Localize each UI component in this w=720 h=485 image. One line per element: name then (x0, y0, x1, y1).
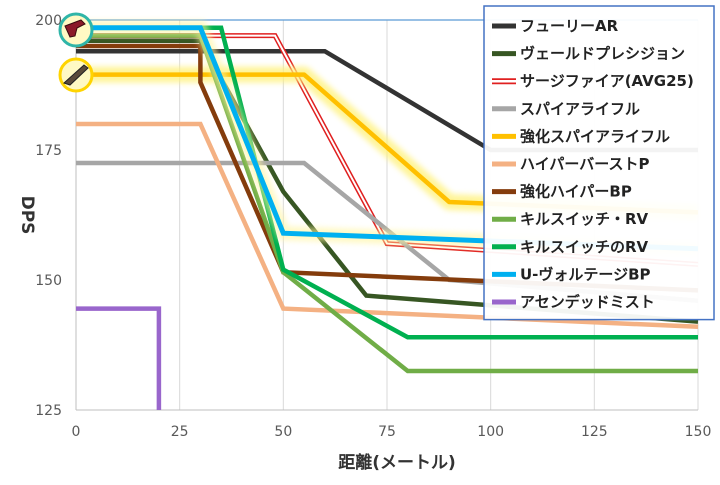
legend-box (483, 5, 715, 321)
x-axis-title: 距離(メートル) (338, 452, 456, 473)
smg-weapon-icon (58, 12, 94, 48)
y-tick-label: 150 (35, 273, 62, 289)
x-tick-label: 150 (685, 424, 712, 440)
legend-entry: サージファイア(AVG25) (492, 72, 694, 90)
legend-label: サージファイア(AVG25) (520, 72, 694, 90)
legend-entry: 強化スパイアライフル (492, 127, 670, 145)
y-tick-label: 200 (35, 13, 62, 29)
x-tick-label: 125 (581, 424, 608, 440)
legend-label: ヴェールドプレシジョン (520, 45, 685, 63)
legend-label: 強化ハイパーBP (520, 183, 632, 201)
legend-entry: アセンデッドミスト (492, 293, 655, 311)
legend-entry: ハイパーバーストP (492, 155, 650, 173)
x-tick-label: 100 (477, 424, 504, 440)
legend-label: キルスイッチ・RV (520, 210, 649, 228)
series-line (76, 43, 699, 293)
icon-shape (64, 19, 86, 38)
series-line (76, 33, 698, 374)
series-line (76, 306, 162, 410)
legend-entry: キルスイッチ・RV (492, 210, 649, 228)
y-axis-title: DPS (17, 196, 37, 235)
y-tick-label: 175 (35, 143, 62, 159)
x-tick-label: 25 (171, 424, 189, 440)
legend-entry: U-ヴォルテージBP (492, 265, 651, 283)
legend-label: アセンデッドミスト (520, 293, 655, 311)
legend-entry: スパイアライフル (492, 100, 640, 118)
legend-label: U-ヴォルテージBP (520, 265, 651, 283)
series-1 (76, 38, 699, 324)
legend-entry: ヴェールドプレシジョン (492, 45, 685, 63)
x-tick-label: 75 (378, 424, 396, 440)
axes: 0 25 50 75 100 125 150 125 150 175 200 距離(メートル) DPS (17, 13, 711, 473)
series-line (76, 38, 699, 324)
icon-shape (63, 64, 89, 86)
x-tick-label: 0 (72, 424, 81, 440)
legend-label: フューリーAR (520, 17, 619, 35)
legend-entry: キルスイッチのRV (492, 238, 649, 256)
x-tick-label: 50 (274, 424, 292, 440)
legend-label: スパイアライフル (520, 100, 640, 118)
series-6 (76, 43, 699, 293)
legend-label: ハイパーバーストP (520, 155, 650, 173)
y-tick-label: 125 (35, 403, 62, 419)
legend-entry: 強化ハイパーBP (492, 183, 632, 201)
series-10 (76, 306, 162, 410)
rifle-weapon-icon (58, 57, 94, 93)
weapon-icons (58, 12, 94, 93)
legend-label: 強化スパイアライフル (520, 127, 670, 145)
series-7 (76, 33, 698, 374)
legend-entry: フューリーAR (492, 17, 619, 35)
legend-label: キルスイッチのRV (520, 238, 649, 256)
